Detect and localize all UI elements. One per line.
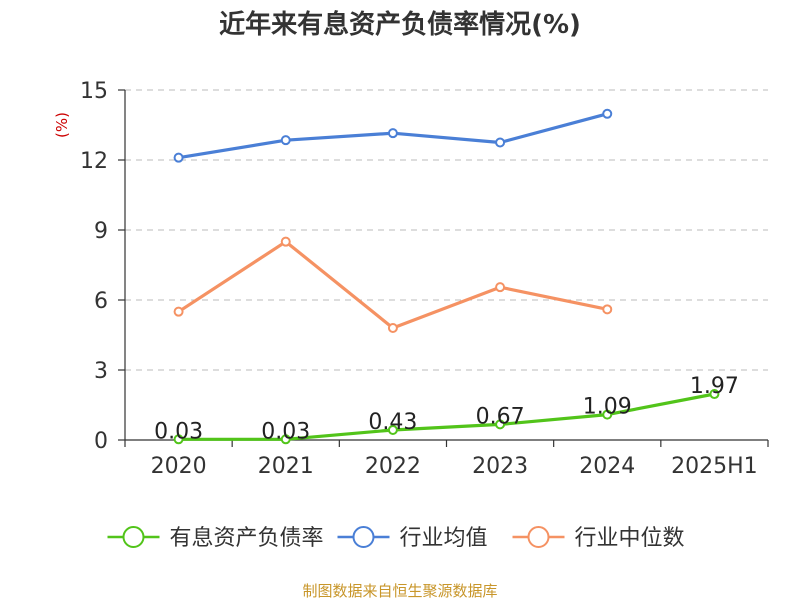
data-point [709, 389, 720, 400]
x-tick-label: 2021 [258, 454, 314, 479]
data-point [602, 304, 613, 315]
x-tick-label: 2022 [365, 454, 421, 479]
series-lines [177, 112, 716, 441]
data-label: 1.09 [583, 395, 632, 420]
series-line-1 [177, 392, 716, 441]
data-point [280, 135, 291, 146]
legend-item[interactable]: 行业均值 [337, 526, 488, 551]
y-tick-label: 0 [94, 429, 108, 454]
legend[interactable]: 有息资产负债率 行业均值 行业中位数 [107, 526, 685, 551]
legend-marker [122, 526, 145, 548]
x-tick-label: 2020 [151, 454, 207, 479]
x-tick-label: 2023 [472, 454, 528, 479]
y-tick-label: 6 [94, 289, 108, 314]
series-line-3 [177, 240, 609, 330]
legend-label: 行业均值 [400, 526, 488, 551]
y-axis-label: (%) [53, 112, 71, 138]
y-tick-label: 12 [80, 149, 108, 174]
data-point [602, 409, 613, 420]
data-point [173, 434, 184, 445]
source-note: 制图数据来自恒生聚源数据库 [302, 582, 497, 600]
legend-item[interactable]: 行业中位数 [512, 526, 685, 551]
data-label: 1.97 [690, 374, 739, 399]
data-label: 0.03 [261, 419, 310, 444]
data-point [387, 128, 398, 139]
x-tick-label: 2025H1 [671, 454, 758, 479]
legend-marker [352, 526, 375, 548]
data-point [280, 434, 291, 445]
data-point [495, 282, 506, 293]
axes: 0 3 6 9 12 15 2020 2021 2022 2023 2024 2025H1 [80, 79, 769, 479]
legend-label: 有息资产负债率 [170, 526, 324, 551]
data-point [173, 306, 184, 317]
data-point [280, 236, 291, 247]
data-point [387, 323, 398, 333]
data-label: 0.03 [154, 419, 203, 444]
data-points [173, 108, 720, 445]
y-tick-label: 15 [80, 79, 108, 104]
data-point [173, 152, 184, 163]
legend-label: 行业中位数 [575, 526, 685, 551]
legend-item[interactable]: 有息资产负债率 [107, 526, 324, 551]
data-labels: 0.03 0.03 0.43 0.67 1.09 1.97 [154, 374, 739, 444]
x-tick-label: 2024 [579, 454, 635, 479]
y-tick-label: 9 [94, 219, 108, 244]
y-tick-label: 3 [94, 359, 108, 384]
data-label: 0.67 [476, 404, 525, 429]
data-point [495, 137, 506, 148]
data-point [387, 424, 398, 435]
grid-lines [125, 89, 768, 371]
legend-marker [527, 526, 550, 548]
data-point [602, 108, 613, 119]
chart-title: 近年来有息资产负债率情况(%) [219, 9, 581, 40]
data-label: 0.43 [368, 410, 417, 435]
data-point [495, 419, 506, 430]
